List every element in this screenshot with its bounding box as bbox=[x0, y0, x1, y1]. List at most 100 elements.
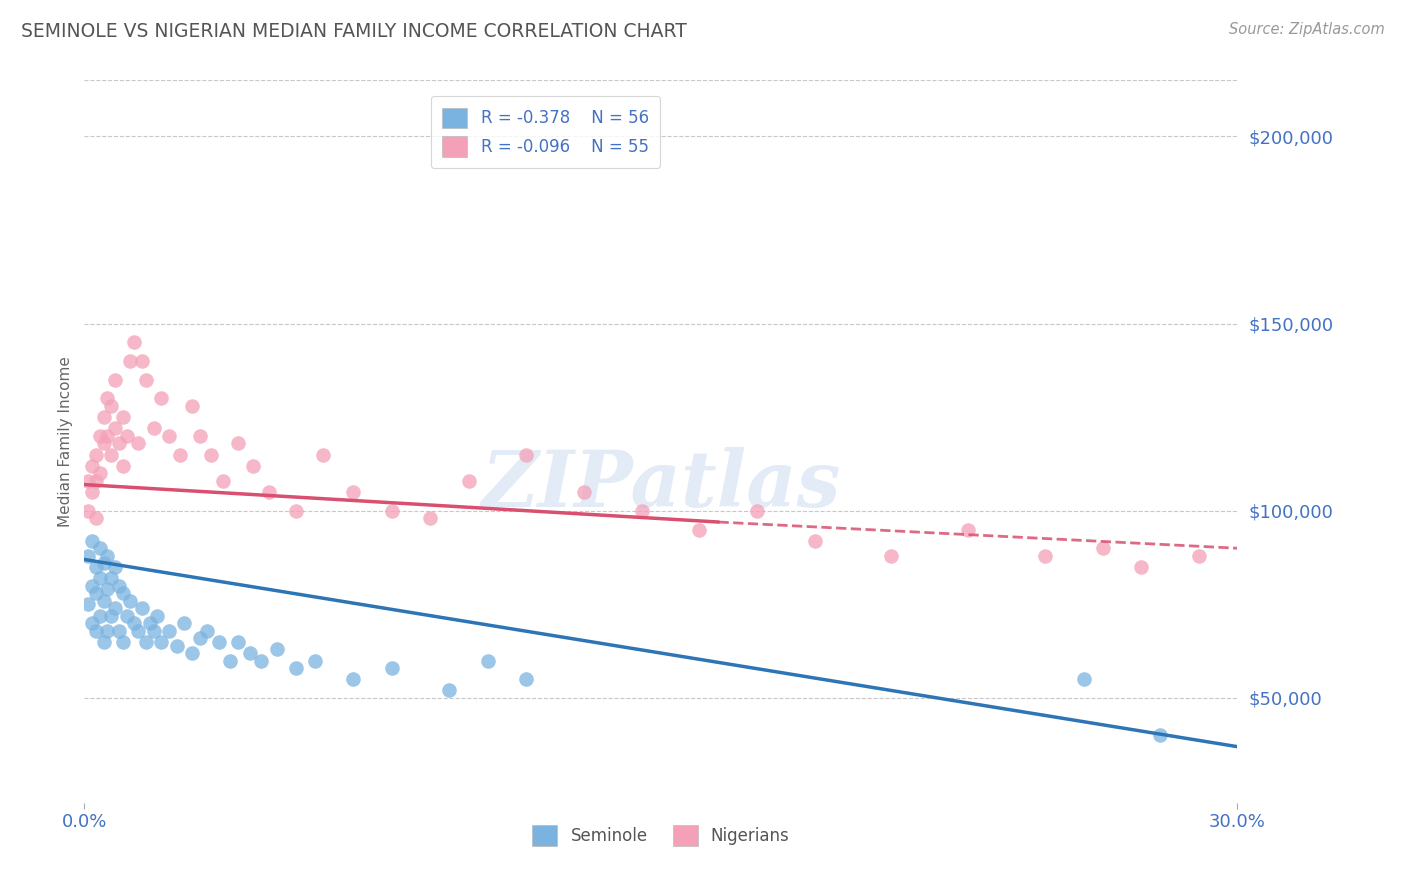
Point bbox=[89, 541, 111, 556]
Point bbox=[89, 571, 111, 585]
Point bbox=[93, 593, 115, 607]
Point bbox=[211, 474, 233, 488]
Point bbox=[242, 458, 264, 473]
Point bbox=[515, 673, 537, 687]
Point bbox=[304, 654, 326, 668]
Point bbox=[80, 458, 103, 473]
Point bbox=[572, 485, 595, 500]
Text: ZIPatlas: ZIPatlas bbox=[481, 447, 841, 523]
Point bbox=[688, 523, 710, 537]
Point bbox=[96, 582, 118, 597]
Point bbox=[84, 624, 107, 638]
Point bbox=[115, 429, 138, 443]
Point bbox=[166, 639, 188, 653]
Point bbox=[131, 354, 153, 368]
Point bbox=[108, 624, 131, 638]
Point bbox=[342, 673, 364, 687]
Point bbox=[803, 533, 825, 548]
Point bbox=[96, 392, 118, 406]
Point bbox=[439, 683, 461, 698]
Y-axis label: Median Family Income: Median Family Income bbox=[58, 356, 73, 527]
Point bbox=[284, 504, 307, 518]
Point bbox=[108, 436, 131, 450]
Point bbox=[111, 635, 134, 649]
Point bbox=[100, 448, 122, 462]
Point bbox=[84, 586, 107, 600]
Point bbox=[100, 399, 122, 413]
Point bbox=[257, 485, 280, 500]
Point bbox=[135, 373, 157, 387]
Point bbox=[181, 646, 204, 660]
Point bbox=[93, 635, 115, 649]
Point bbox=[84, 560, 107, 574]
Point bbox=[115, 608, 138, 623]
Point bbox=[157, 624, 180, 638]
Point bbox=[1073, 673, 1095, 687]
Point bbox=[515, 448, 537, 462]
Point bbox=[100, 608, 122, 623]
Point bbox=[89, 429, 111, 443]
Point bbox=[124, 335, 146, 350]
Point bbox=[89, 608, 111, 623]
Point bbox=[150, 392, 173, 406]
Point bbox=[104, 601, 127, 615]
Point bbox=[630, 504, 652, 518]
Point bbox=[80, 533, 103, 548]
Point bbox=[181, 399, 204, 413]
Point bbox=[381, 504, 404, 518]
Point bbox=[77, 474, 100, 488]
Point bbox=[381, 661, 404, 675]
Point bbox=[1091, 541, 1114, 556]
Point bbox=[200, 448, 222, 462]
Text: Source: ZipAtlas.com: Source: ZipAtlas.com bbox=[1229, 22, 1385, 37]
Point bbox=[195, 624, 218, 638]
Point bbox=[80, 616, 103, 631]
Point bbox=[84, 474, 107, 488]
Point bbox=[880, 549, 903, 563]
Point bbox=[111, 458, 134, 473]
Point bbox=[239, 646, 262, 660]
Point bbox=[188, 631, 211, 645]
Point bbox=[342, 485, 364, 500]
Point bbox=[219, 654, 242, 668]
Point bbox=[100, 571, 122, 585]
Point bbox=[93, 556, 115, 570]
Point bbox=[169, 448, 191, 462]
Point bbox=[1130, 560, 1153, 574]
Point bbox=[80, 579, 103, 593]
Point bbox=[745, 504, 768, 518]
Point bbox=[138, 616, 160, 631]
Point bbox=[80, 485, 103, 500]
Point bbox=[135, 635, 157, 649]
Point bbox=[208, 635, 231, 649]
Point bbox=[93, 410, 115, 425]
Point bbox=[124, 616, 146, 631]
Point bbox=[131, 601, 153, 615]
Point bbox=[104, 373, 127, 387]
Legend: Seminole, Nigerians: Seminole, Nigerians bbox=[526, 819, 796, 852]
Point bbox=[311, 448, 333, 462]
Point bbox=[266, 642, 288, 657]
Point bbox=[93, 436, 115, 450]
Point bbox=[127, 436, 149, 450]
Point bbox=[157, 429, 180, 443]
Point bbox=[419, 511, 441, 525]
Point bbox=[104, 421, 127, 435]
Point bbox=[188, 429, 211, 443]
Point bbox=[957, 523, 980, 537]
Point bbox=[120, 593, 142, 607]
Point bbox=[1033, 549, 1056, 563]
Point bbox=[457, 474, 479, 488]
Point bbox=[96, 429, 118, 443]
Point bbox=[96, 624, 118, 638]
Point bbox=[77, 504, 100, 518]
Point bbox=[226, 436, 249, 450]
Point bbox=[104, 560, 127, 574]
Point bbox=[111, 410, 134, 425]
Point bbox=[127, 624, 149, 638]
Point bbox=[77, 549, 100, 563]
Point bbox=[146, 608, 169, 623]
Point bbox=[142, 624, 165, 638]
Point bbox=[84, 448, 107, 462]
Point bbox=[84, 511, 107, 525]
